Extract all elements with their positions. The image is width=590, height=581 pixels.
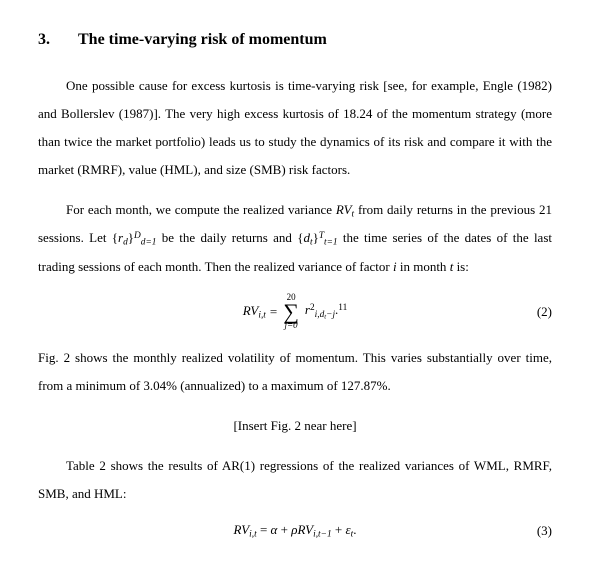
eq2-r-sub2b: −j <box>326 310 335 320</box>
section-title: The time-varying risk of momentum <box>78 31 327 48</box>
p2-sup: D <box>134 231 141 241</box>
equation-2: RVi,t = 20 ∑ j=0 r2i,dt−j.11 (2) <box>38 293 552 331</box>
paragraph-3: Fig. 2 shows the monthly realized volati… <box>38 344 552 400</box>
p2-text: is: <box>453 259 469 274</box>
eq2-lhs: RV <box>243 303 259 318</box>
p2-text: be the daily returns and <box>156 230 297 245</box>
equation-2-body: RVi,t = 20 ∑ j=0 r2i,dt−j.11 <box>68 293 522 331</box>
eq3-rv2-sub: i,t−1 <box>313 529 332 539</box>
eq3-plus2: + <box>332 522 346 537</box>
eq3-plus: + <box>277 522 291 537</box>
section-heading: 3. The time-varying risk of momentum <box>38 28 552 52</box>
eq3-rv2: RV <box>297 522 313 537</box>
equation-2-number: (2) <box>522 302 552 322</box>
p2-rv: RV <box>336 202 352 217</box>
sigma-icon: ∑ <box>283 302 299 322</box>
p2-supsub: t=1 <box>324 238 338 248</box>
p2-text: For each month, we compute the realized … <box>66 202 336 217</box>
equation-3-body: RVi,t = α + ρRVi,t−1 + εt. <box>68 520 522 541</box>
eq2-r-sub: i,d <box>315 310 325 320</box>
sum-lower: j=0 <box>285 321 298 330</box>
paragraph-4: Table 2 shows the results of AR(1) regre… <box>38 452 552 508</box>
eq3-lhs: RV <box>234 522 250 537</box>
paragraph-2: For each month, we compute the realized … <box>38 196 552 281</box>
eq3-dot: . <box>353 522 356 537</box>
p2-supsub: d=1 <box>141 238 157 248</box>
equation-3-number: (3) <box>522 521 552 541</box>
equation-3: RVi,t = α + ρRVi,t−1 + εt. (3) <box>38 520 552 541</box>
p2-text: in month <box>397 259 450 274</box>
eq2-lhs-sub: i,t <box>258 310 266 320</box>
eq3-equals: = <box>260 522 271 537</box>
eq3-lhs-sub: i,t <box>249 529 257 539</box>
summation-icon: 20 ∑ j=0 <box>283 293 299 331</box>
eq2-equals: = <box>270 302 277 322</box>
paragraph-1: One possible cause for excess kurtosis i… <box>38 72 552 184</box>
insert-figure-note: [Insert Fig. 2 near here] <box>38 416 552 436</box>
eq2-footnote: 11 <box>338 303 347 313</box>
section-number: 3. <box>38 28 50 52</box>
